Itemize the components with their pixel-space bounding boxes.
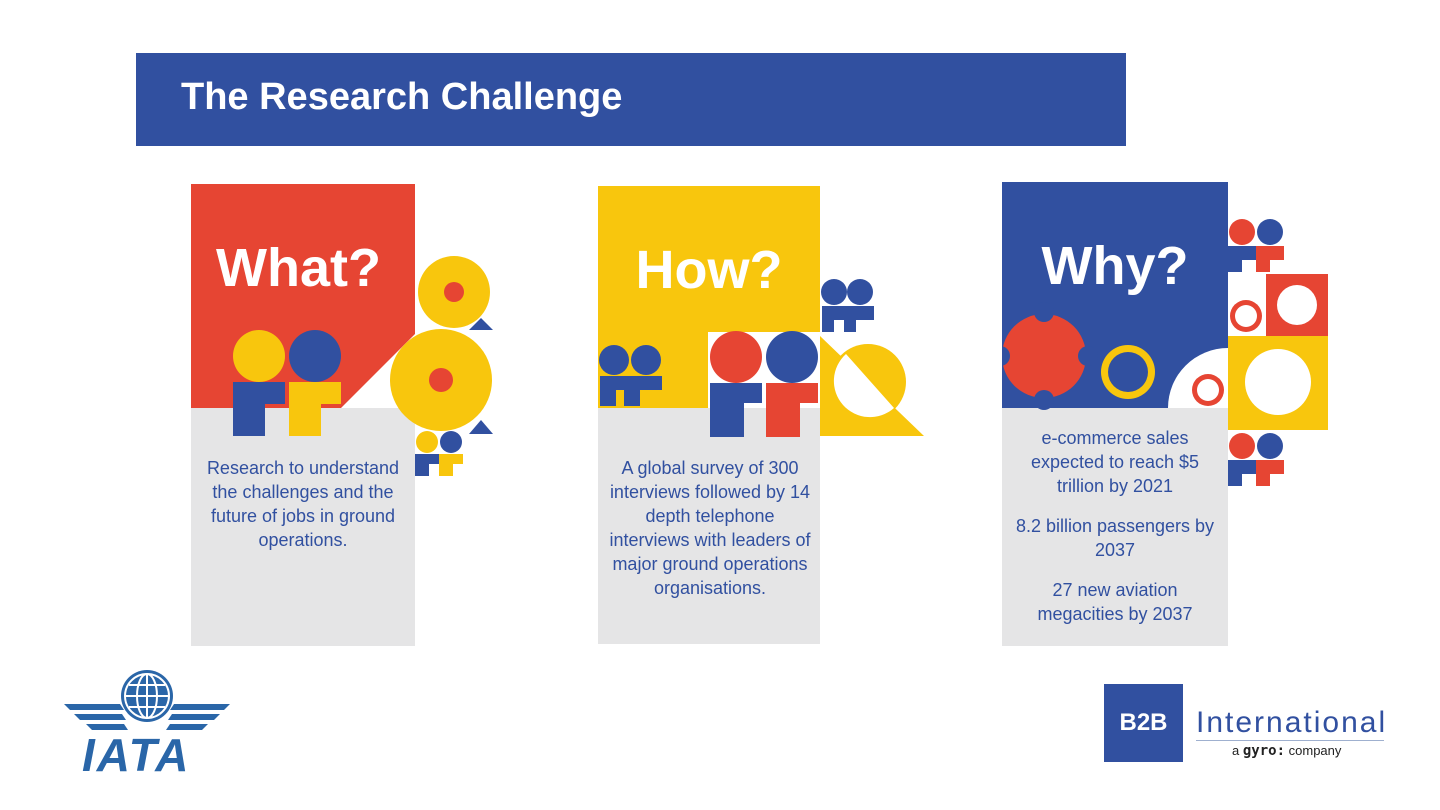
b2b-logo-name: International (1196, 706, 1388, 739)
iata-wordmark: IATA (82, 729, 191, 781)
what-card-graphic (191, 184, 493, 476)
b2b-tagline-prefix: a (1232, 743, 1240, 758)
why-stats: e-commerce sales expected to reach $5 tr… (1010, 426, 1220, 642)
why-title: Why? (1041, 236, 1189, 296)
how-card-body (598, 408, 820, 644)
header-bar (136, 53, 1126, 146)
why-card-graphic (1002, 182, 1328, 486)
how-text: A global survey of 300 interviews follow… (609, 458, 811, 598)
why-card-body (1002, 408, 1228, 646)
b2b-logo-divider (1196, 740, 1384, 741)
how-title: How? (635, 240, 783, 300)
page-title: The Research Challenge (181, 76, 623, 118)
what-card-body (191, 408, 415, 646)
b2b-tagline-brand: gyro: (1242, 743, 1286, 759)
how-card-graphic (598, 186, 924, 437)
what-text: Research to understand the challenges an… (206, 458, 400, 550)
b2b-logo-tagline: a gyro: company (1232, 742, 1341, 760)
why-stat-megacities: 27 new aviation megacities by 2037 (1037, 580, 1193, 624)
iata-logo-globe-icon (64, 670, 230, 730)
b2b-tagline-suffix: company (1288, 743, 1342, 758)
why-stat-ecommerce: e-commerce sales expected to reach $5 tr… (1030, 428, 1200, 496)
what-title: What? (216, 238, 381, 298)
why-stat-passengers: 8.2 billion passengers by 2037 (1015, 516, 1215, 560)
b2b-logo-mark: B2B (1104, 684, 1183, 762)
